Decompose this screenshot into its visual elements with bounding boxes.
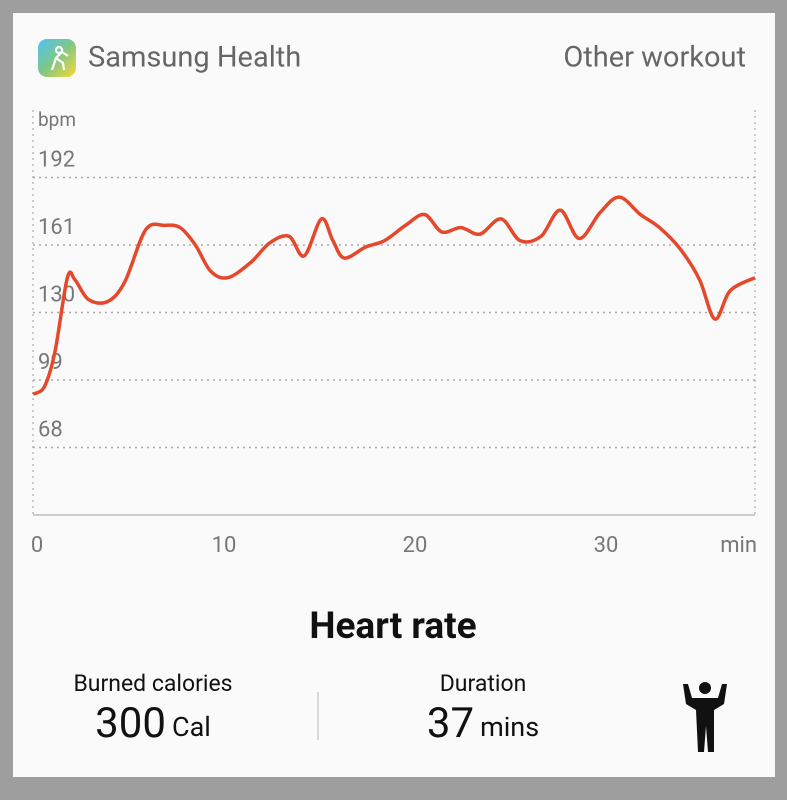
app-icon [38, 39, 76, 77]
y-tick-label: 68 [38, 417, 63, 442]
stat-value: 300 [95, 699, 166, 748]
stat-value-line: 300 Cal [95, 699, 211, 748]
workout-type: Other workout [563, 41, 746, 75]
y-tick-label: 161 [38, 215, 75, 240]
card [13, 13, 775, 777]
heart-rate-line [32, 195, 756, 396]
x-axis-label: min [720, 533, 757, 558]
x-tick-label: 0 [31, 533, 43, 558]
y-tick-label: 130 [38, 282, 75, 307]
y-tick-label: 192 [38, 147, 75, 172]
stat-value: 37 [427, 699, 474, 748]
stat-unit: Cal [172, 711, 211, 743]
app-name: Samsung Health [88, 41, 301, 75]
x-tick-label: 10 [212, 533, 237, 558]
y-axis-label: bpm [38, 108, 76, 131]
x-tick-label: 30 [594, 533, 619, 558]
person-icon [683, 682, 727, 752]
stat-label: Burned calories [73, 670, 232, 697]
stat-value-line: 37 mins [427, 699, 539, 748]
chart-title: Heart rate [309, 605, 476, 648]
stat-label: Duration [440, 670, 527, 697]
x-tick-label: 20 [403, 533, 428, 558]
stat-unit: mins [480, 711, 539, 743]
